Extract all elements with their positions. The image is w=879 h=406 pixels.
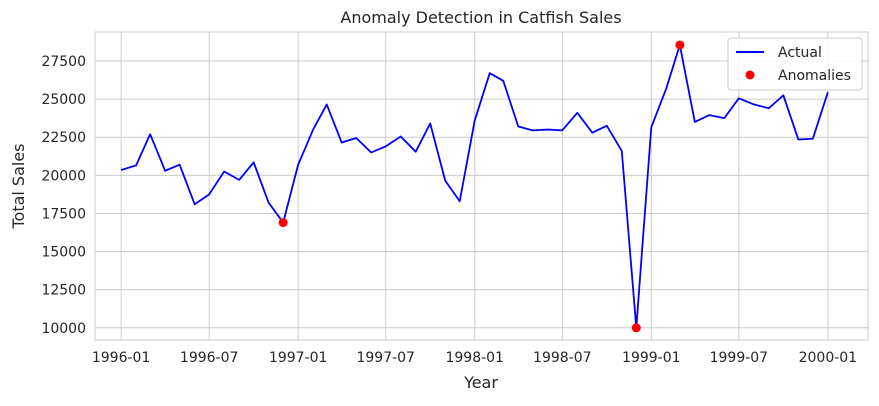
y-tick-label-6: 25000: [41, 92, 86, 108]
y-tick-label-0: 10000: [41, 321, 86, 337]
anomaly-point-2: [675, 40, 685, 50]
x-tick-label-7: 1999-07: [710, 350, 769, 366]
y-tick-label-3: 17500: [41, 206, 86, 222]
x-axis-label: Year: [463, 373, 498, 392]
legend-swatch-anomalies: [745, 70, 755, 80]
x-tick-label-2: 1997-01: [269, 350, 328, 366]
legend: Actual Anomalies: [727, 37, 863, 91]
tick-labels: 1996-01 1996-07 1997-01 1997-07 1998-01 1998-…: [41, 54, 857, 366]
anomaly-point-0: [278, 218, 288, 228]
series-line-actual: [120, 44, 829, 329]
y-tick-label-2: 15000: [41, 245, 86, 261]
x-tick-label-1: 1996-07: [180, 350, 239, 366]
y-tick-label-7: 27500: [41, 54, 86, 70]
x-tick-label-0: 1996-01: [92, 350, 151, 366]
x-tick-label-3: 1997-07: [356, 350, 415, 366]
anomaly-point-1: [631, 323, 641, 333]
y-tick-label-1: 12500: [41, 283, 86, 299]
x-tick-label-8: 2000-01: [799, 350, 858, 366]
y-axis-label: Total Sales: [9, 143, 28, 229]
legend-label-anomalies: Anomalies: [778, 68, 851, 84]
y-tick-label-4: 20000: [41, 168, 86, 184]
x-tick-label-4: 1998-01: [445, 350, 504, 366]
y-tick-label-5: 22500: [41, 130, 86, 146]
x-tick-label-5: 1998-07: [533, 350, 592, 366]
legend-label-actual: Actual: [778, 45, 822, 61]
chart-title: Anomaly Detection in Catfish Sales: [340, 8, 621, 27]
x-tick-label-6: 1999-01: [622, 350, 681, 366]
series-layer: [120, 40, 829, 333]
